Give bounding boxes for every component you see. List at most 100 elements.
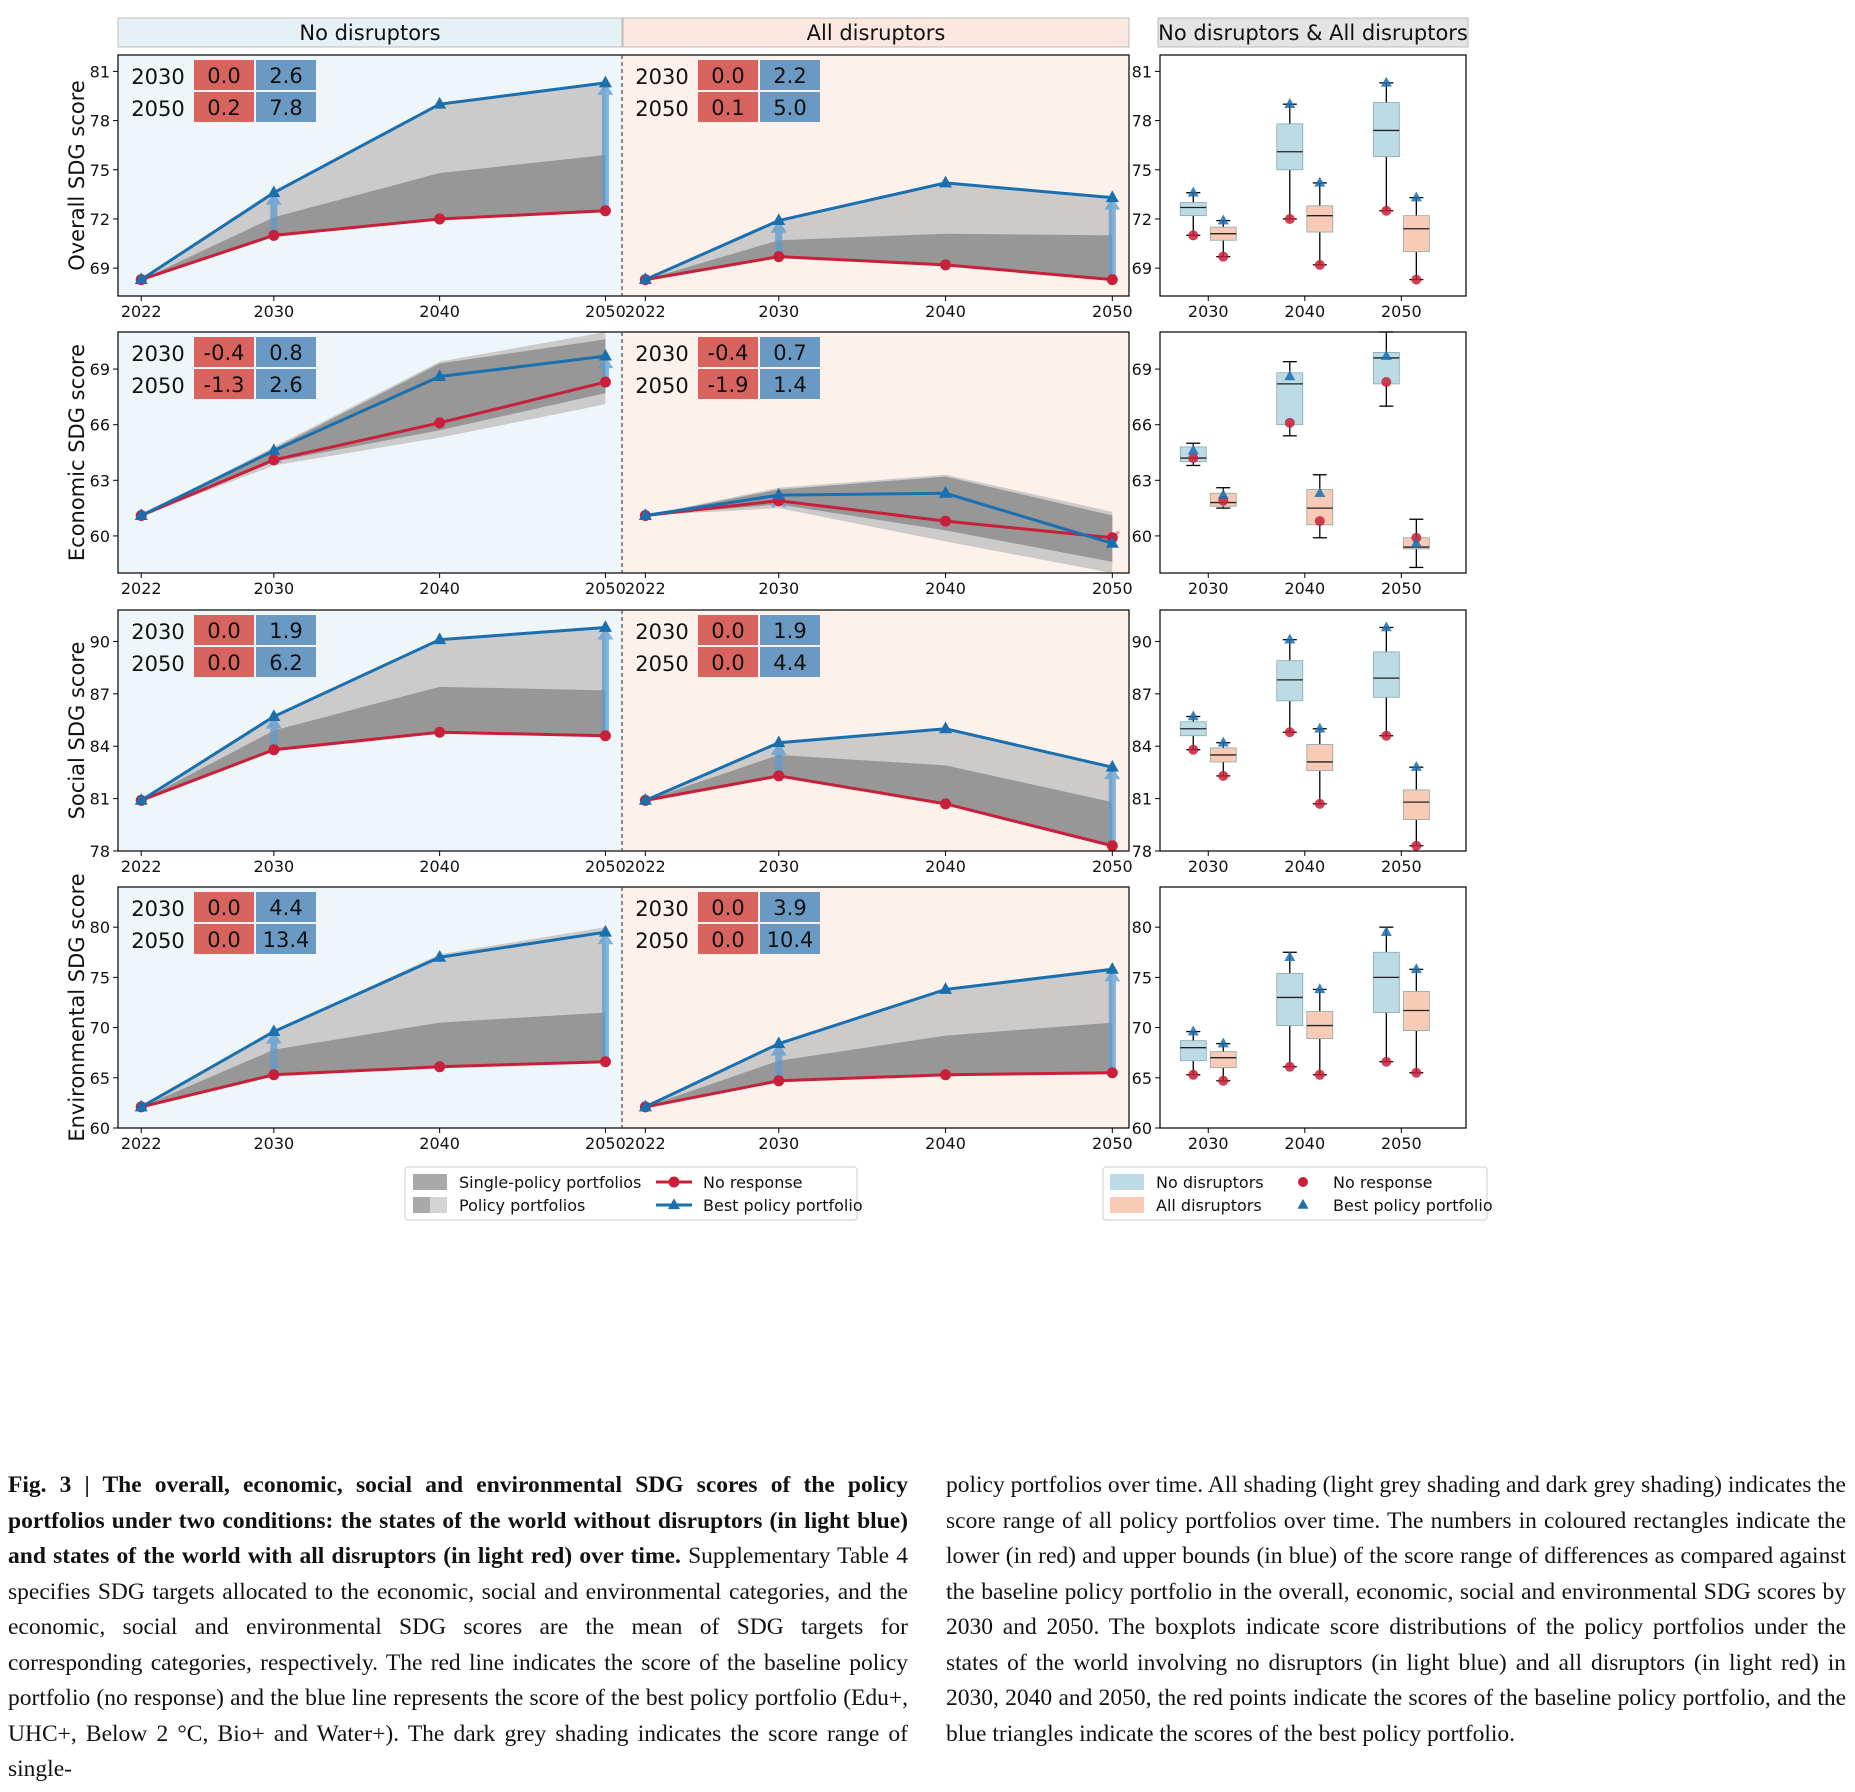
- column-header-1: No disruptors: [117, 17, 623, 48]
- box-all-disruptors-2050: [1402, 191, 1430, 285]
- legend-boxplots: No disruptors All disruptors No response Be…: [1102, 1166, 1493, 1221]
- no-response-line: [140, 380, 606, 517]
- best-portfolio-point: [939, 175, 953, 188]
- lower-bound-box: [698, 924, 758, 954]
- lower-bound-box: [698, 337, 758, 367]
- table-year-label: 2030: [131, 65, 184, 89]
- best-portfolio-point: [1105, 962, 1119, 974]
- difference-arrow-2050: [597, 82, 614, 211]
- best-portfolio-point: [134, 272, 148, 285]
- best-portfolio-line: [645, 491, 1113, 545]
- y-tick-label: 60: [1132, 527, 1152, 546]
- no-response-line: [140, 730, 606, 802]
- best-portfolio-point: [598, 75, 612, 88]
- box-best-point: [1314, 176, 1326, 187]
- upper-bound-value: 2.6: [269, 64, 302, 88]
- caption-right-column: policy portfolios over time. All shading…: [946, 1468, 1846, 1788]
- column-header-2: All disruptors: [622, 17, 1130, 48]
- box-best-point: [1284, 951, 1296, 962]
- y-tick-label: 87: [1132, 685, 1152, 704]
- lower-bound-value: -0.4: [204, 341, 245, 365]
- line-panel-no-disruptors: 2030 -0.4 0.8 2050 -1.3 2.6 2022 2030 2040 2050: [118, 332, 626, 598]
- y-axis-label: Environmental SDG score: [65, 873, 89, 1141]
- x-tick-label: 2040: [925, 1134, 966, 1153]
- lower-bound-box: [194, 647, 254, 677]
- box-no-response-point: [1381, 205, 1392, 216]
- line-panels-frame: [117, 886, 1130, 1129]
- x-tick-label: 2030: [253, 302, 294, 321]
- box-no-response-point: [1314, 259, 1325, 270]
- plot-area: [134, 332, 614, 522]
- lower-bound-box: [194, 92, 254, 122]
- plot-area: [134, 620, 614, 806]
- x-tick-label: 2022: [121, 857, 162, 876]
- box-all-disruptors-2030: [1209, 214, 1237, 262]
- box-best-point: [1380, 349, 1392, 360]
- difference-arrow-2030: [265, 1031, 282, 1075]
- line-panel-no-disruptors: 2030 0.0 4.4 2050 0.0 13.4 2022 2030 2040 2050: [118, 887, 626, 1153]
- y-tick-label: 81: [1132, 790, 1152, 809]
- upper-bound-value: 4.4: [269, 896, 302, 920]
- difference-arrow-2030: [770, 220, 787, 257]
- difference-table: 2030 0.0 4.4 2050 0.0 13.4: [131, 892, 316, 954]
- legend-no-disruptors-swatch: [1110, 1174, 1144, 1190]
- box-best-point: [1187, 444, 1199, 455]
- y-tick-label: 69: [90, 360, 110, 379]
- legend-single-policy-label: Single-policy portfolios: [459, 1173, 641, 1192]
- best-portfolio-point: [638, 1099, 652, 1112]
- y-tick-label: 78: [1132, 112, 1152, 131]
- boxplot-panel: 60 65 70 75 80 2030 2040 2050: [1132, 886, 1467, 1153]
- lower-bound-value: 0.1: [711, 96, 744, 120]
- x-tick-label: 2050: [1092, 1134, 1133, 1153]
- box-iqr: [1179, 1040, 1207, 1062]
- boxplot-frame: [1159, 54, 1467, 297]
- best-portfolio-point: [267, 709, 281, 721]
- y-tick-label: 84: [90, 737, 110, 756]
- best-portfolio-point: [638, 793, 652, 805]
- best-portfolio-point: [598, 348, 612, 361]
- x-tick-label: 2040: [419, 857, 460, 876]
- x-tick-label: 2040: [1284, 302, 1325, 321]
- legend-policy-swatch-light: [430, 1197, 447, 1213]
- no-response-point: [1106, 274, 1118, 286]
- single-policy-range: [141, 155, 606, 280]
- difference-arrow-2030: [265, 716, 282, 750]
- lower-bound-value: -0.4: [708, 341, 749, 365]
- y-tick-label: 65: [1132, 1069, 1152, 1088]
- y-tick-label: 78: [1132, 842, 1152, 861]
- legend-no-response-label: No response: [703, 1173, 803, 1192]
- box-no-response-point: [1411, 840, 1422, 851]
- upper-bound-value: 0.8: [269, 341, 302, 365]
- single-policy-range: [645, 1022, 1113, 1107]
- y-tick-label: 90: [1132, 632, 1152, 651]
- y-tick-label: 66: [1132, 416, 1152, 435]
- no-response-point: [268, 744, 280, 756]
- box-no-response-point: [1188, 744, 1199, 755]
- x-tick-label: 2040: [1284, 579, 1325, 598]
- difference-table: 2030 0.0 2.6 2050 0.2 7.8: [131, 60, 316, 122]
- difference-arrow-2050: [1104, 767, 1121, 846]
- x-tick-label: 2050: [585, 579, 626, 598]
- upper-bound-box: [760, 369, 820, 399]
- y-tick-label: 60: [1132, 1119, 1152, 1138]
- best-portfolio-line: [140, 354, 606, 517]
- box-all-disruptors-2050: [1402, 761, 1430, 851]
- no-response-line: [140, 1060, 606, 1109]
- best-portfolio-point: [939, 486, 953, 498]
- y-tick-label: 75: [1132, 968, 1152, 987]
- box-best-point: [1410, 537, 1422, 548]
- lower-bound-value: 0.2: [207, 96, 240, 120]
- plot-area: [638, 721, 1121, 851]
- box-best-point: [1410, 191, 1422, 202]
- box-all-disruptors-2050: [1402, 963, 1430, 1078]
- legend-all-disruptors-label: All disruptors: [1156, 1196, 1262, 1215]
- box-best-point: [1284, 98, 1296, 108]
- best-portfolio-point: [267, 185, 281, 198]
- difference-table: 2030 0.0 2.2 2050 0.1 5.0: [635, 60, 820, 122]
- caption-body-left: Supplementary Table 4 specifies SDG targ…: [8, 1543, 908, 1782]
- y-axis-label: Overall SDG score: [65, 80, 89, 271]
- box-best-point: [1380, 621, 1392, 632]
- x-tick-label: 2040: [419, 1134, 460, 1153]
- best-portfolio-point: [433, 369, 447, 381]
- legend-best-marker: [1297, 1198, 1309, 1209]
